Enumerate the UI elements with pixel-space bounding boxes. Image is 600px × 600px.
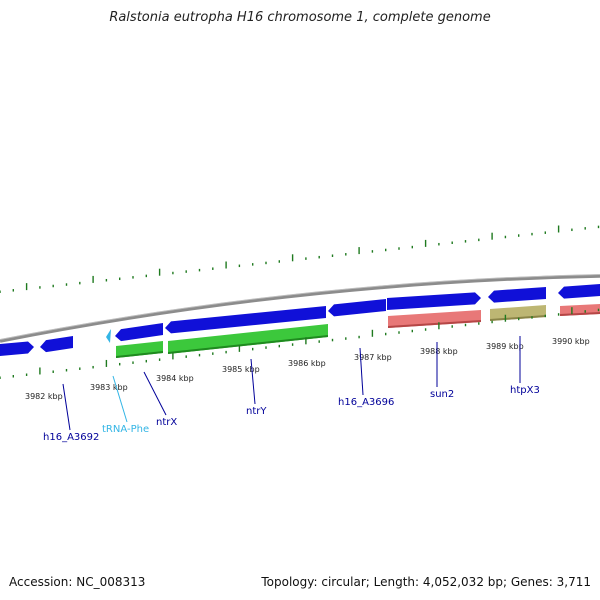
kbp-label: 3987 kbp bbox=[354, 353, 392, 362]
backbone-highlight bbox=[0, 274, 600, 340]
cds-arrow bbox=[558, 284, 600, 299]
gene-label: h16_A3696 bbox=[338, 397, 394, 408]
backbone-layer bbox=[0, 274, 600, 343]
leader-line bbox=[359, 347, 364, 396]
cds-arrow bbox=[40, 336, 73, 353]
kbp-label: 3990 kbp bbox=[552, 337, 590, 346]
gene-label: sun2 bbox=[430, 389, 454, 400]
cds-arrow bbox=[488, 287, 546, 303]
kbp-label: 3982 kbp bbox=[25, 392, 63, 401]
gene-label: h16_A3692 bbox=[43, 432, 99, 443]
accession-label: Accession: NC_008313 bbox=[9, 575, 146, 589]
cds-arrow bbox=[165, 306, 326, 334]
cds-bar-shade bbox=[168, 335, 328, 354]
cds-arrow bbox=[115, 323, 163, 342]
trna-marker bbox=[106, 329, 111, 343]
backbone-line bbox=[0, 274, 600, 343]
cds-bar-shade bbox=[388, 320, 481, 328]
leader-line bbox=[143, 371, 167, 416]
cds-arrow bbox=[328, 299, 386, 317]
cds-arrow bbox=[0, 341, 34, 356]
kbp-label: 3984 kbp bbox=[156, 374, 194, 383]
kbp-label: 3985 kbp bbox=[222, 365, 260, 374]
kbp-label: 3986 kbp bbox=[288, 359, 326, 368]
leader-line bbox=[250, 358, 256, 405]
cds-bar-shade bbox=[560, 312, 600, 316]
gene-label: htpX3 bbox=[510, 385, 540, 396]
gene-label: ntrY bbox=[246, 406, 267, 417]
kbp-labels: 3982 kbp 3983 kbp 3984 kbp 3985 kbp 3986 kbp… bbox=[25, 337, 590, 401]
topology-summary: Topology: circular; Length: 4,052,032 bp… bbox=[261, 575, 591, 589]
kbp-label: 3988 kbp bbox=[420, 347, 458, 356]
inner-tick-ring bbox=[0, 307, 600, 379]
leader-line bbox=[112, 375, 128, 423]
kbp-label: 3983 kbp bbox=[90, 383, 128, 392]
outer-tick-ring bbox=[0, 225, 600, 293]
cds-bar-shade bbox=[116, 351, 163, 358]
gene-label: tRNA-Phe bbox=[102, 424, 149, 435]
page-title: Ralstonia eutropha H16 chromosome 1, com… bbox=[109, 10, 491, 25]
kbp-label: 3989 kbp bbox=[486, 342, 524, 351]
leader-line bbox=[62, 383, 71, 431]
gene-label: ntrX bbox=[156, 417, 177, 428]
cds-arrow bbox=[387, 292, 481, 310]
cds-bar bbox=[168, 324, 328, 354]
